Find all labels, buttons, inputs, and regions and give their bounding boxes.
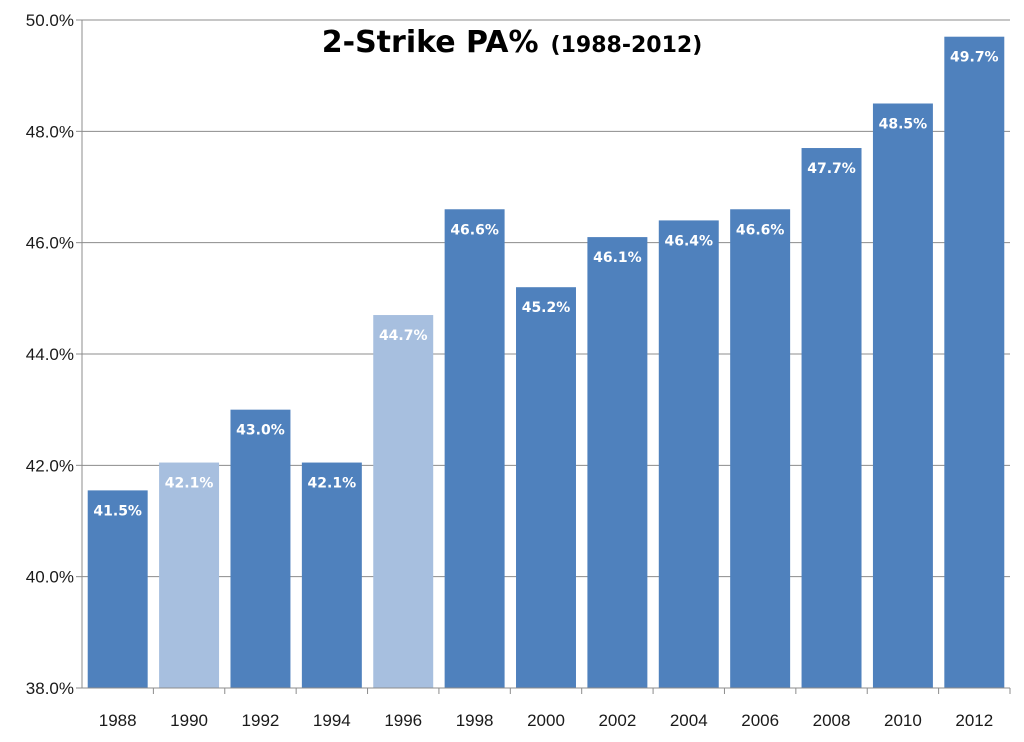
axes: 38.0% 40.0% 42.0% 44.0% 46.0% 48.0% 50.0% 1988 1… <box>26 11 1011 730</box>
data-label-1992: 43.0% <box>236 423 285 439</box>
bars <box>87 36 1005 689</box>
x-tick-label: 2012 <box>955 711 993 730</box>
bar-1990 <box>159 462 220 688</box>
y-tick-label: 42.0% <box>26 456 74 475</box>
x-tick-label: 1996 <box>384 711 422 730</box>
bar-2006 <box>730 209 791 688</box>
data-label-2000: 45.2% <box>522 300 571 316</box>
data-label-2004: 46.4% <box>664 233 713 249</box>
x-tick-label: 1990 <box>170 711 208 730</box>
x-tick-label: 2002 <box>598 711 636 730</box>
x-tick-label: 2006 <box>741 711 779 730</box>
bar-1988 <box>87 490 148 688</box>
x-tick-label: 2010 <box>884 711 922 730</box>
y-tick-label: 38.0% <box>26 679 74 698</box>
data-labels: 41.5% 42.1% 43.0% 42.1% 44.7% 46.6% 45.2% 46.1%… <box>93 50 998 520</box>
x-tick-label: 2000 <box>527 711 565 730</box>
y-tick-label: 40.0% <box>26 568 74 587</box>
bar-1994 <box>301 462 362 688</box>
x-tick-label: 2004 <box>670 711 708 730</box>
data-label-1988: 41.5% <box>93 503 142 519</box>
chart-title: 2-Strike PA% (1988-2012) <box>322 25 703 60</box>
y-tick-label: 48.0% <box>26 122 74 141</box>
y-tick-label: 50.0% <box>26 11 74 30</box>
x-tick-label: 1988 <box>99 711 137 730</box>
data-label-2010: 48.5% <box>879 117 928 133</box>
x-tick-label: 1998 <box>456 711 494 730</box>
bar-2008 <box>801 148 862 689</box>
data-label-1996: 44.7% <box>379 328 428 344</box>
x-tick-label: 2008 <box>813 711 851 730</box>
data-label-2008: 47.7% <box>807 161 856 177</box>
y-tick-label: 44.0% <box>26 345 74 364</box>
bar-2012 <box>944 36 1005 688</box>
bar-2010 <box>872 103 933 688</box>
x-tick-label: 1994 <box>313 711 351 730</box>
bar-2000 <box>516 287 576 688</box>
chart-title-main: 2-Strike PA% <box>322 25 539 60</box>
bar-1992 <box>230 409 291 688</box>
bar-2004 <box>658 220 719 688</box>
data-label-1998: 46.6% <box>450 222 499 238</box>
y-tick-label: 46.0% <box>26 234 74 253</box>
data-label-2006: 46.6% <box>736 222 785 238</box>
bar-2002 <box>587 237 648 688</box>
data-label-2002: 46.1% <box>593 250 642 266</box>
bar-1996 <box>373 315 434 688</box>
chart-title-range: (1988-2012) <box>551 33 703 58</box>
bar-1998 <box>444 209 505 688</box>
data-label-1990: 42.1% <box>165 476 214 492</box>
data-label-1994: 42.1% <box>308 476 357 492</box>
x-tick-label: 1992 <box>242 711 280 730</box>
data-label-2012: 49.7% <box>950 50 999 66</box>
